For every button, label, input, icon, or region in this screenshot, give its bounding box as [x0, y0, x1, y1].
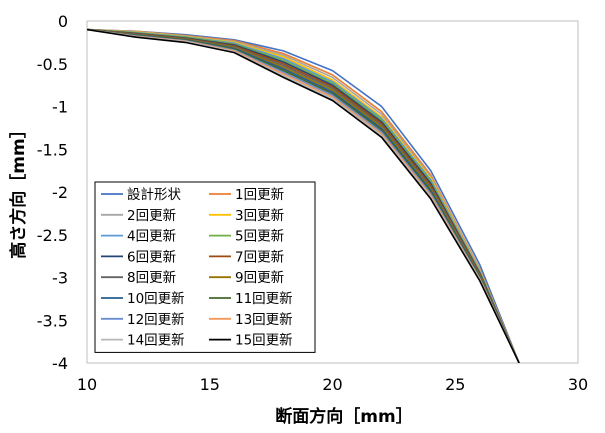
- y-tick-label: -3.5: [37, 311, 68, 330]
- legend-label: 7回更新: [235, 249, 284, 265]
- y-tick-label: -0.5: [37, 55, 68, 74]
- legend-label: 14回更新: [127, 333, 185, 349]
- x-axis-title: 断面方向［mm］: [275, 406, 412, 427]
- y-tick-label: -2: [52, 183, 68, 202]
- x-tick-label: 15: [200, 375, 220, 394]
- y-tick-label: -1.5: [37, 140, 68, 159]
- series-layer: [87, 28, 520, 363]
- x-tick-label: 10: [77, 375, 97, 394]
- legend-label: 1回更新: [235, 187, 284, 203]
- x-tick-label: 25: [445, 375, 465, 394]
- x-tick-label: 20: [322, 375, 342, 394]
- legend-label: 4回更新: [127, 229, 176, 245]
- y-tick-label: -3: [52, 269, 68, 288]
- x-tick-label: 30: [568, 375, 588, 394]
- y-axis-title: 高さ方向［mm］: [8, 121, 29, 258]
- axes-layer: 10 15 20 25 30 0 -0.5 -1 -1.5 -2 -2.5 -3 -3.5 -4: [37, 12, 588, 394]
- legend-label: 11回更新: [235, 291, 293, 307]
- y-tick-label: -4: [52, 354, 68, 373]
- legend-label: 5回更新: [235, 229, 284, 245]
- legend-label: 2回更新: [127, 208, 176, 224]
- legend-label: 13回更新: [235, 312, 293, 328]
- series-line-16: [87, 28, 520, 363]
- legend-label: 3回更新: [235, 208, 284, 224]
- y-tick-label: -2.5: [37, 226, 68, 245]
- y-tick-label: 0: [58, 12, 68, 31]
- legend-label: 8回更新: [127, 270, 176, 286]
- legend: 設計形状 1回更新 2回更新 3回更新 4回更新 5回更新 6回更新 7回更新 8回更新 9回更新…: [94, 181, 316, 353]
- legend-label: 設計形状: [127, 187, 181, 203]
- legend-box: [94, 181, 316, 353]
- y-tick-label: -1: [52, 98, 68, 117]
- legend-label: 12回更新: [127, 312, 185, 328]
- legend-label: 9回更新: [235, 270, 284, 286]
- legend-label: 10回更新: [127, 291, 185, 307]
- legend-label: 6回更新: [127, 249, 176, 265]
- legend-label: 15回更新: [235, 333, 293, 349]
